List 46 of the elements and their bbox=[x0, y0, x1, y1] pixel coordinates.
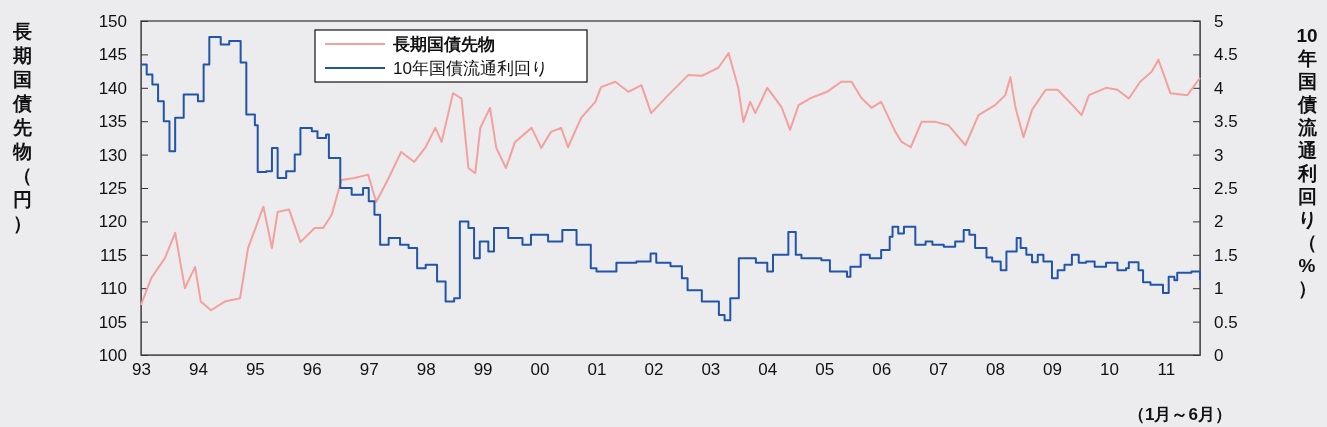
x-tick-label: 94 bbox=[188, 360, 208, 380]
y2-tick-label: 1.5 bbox=[1214, 245, 1238, 265]
text: 10年国債流通利回り（%） bbox=[1296, 25, 1318, 299]
x-tick-label: 96 bbox=[302, 360, 322, 380]
x-tick-label: 98 bbox=[416, 360, 436, 380]
y-tick-label: 135 bbox=[98, 112, 127, 132]
y-tick-label: 125 bbox=[98, 178, 127, 198]
y-tick-label: 110 bbox=[99, 279, 127, 299]
text: （1月～6月） bbox=[1128, 405, 1232, 424]
y-tick-label: 130 bbox=[98, 145, 127, 165]
x-tick-label: 10 bbox=[1099, 360, 1119, 380]
x-tick-label: 05 bbox=[815, 360, 835, 380]
text: 長期国債先物（円） bbox=[12, 21, 32, 234]
x-tick-label: 95 bbox=[245, 360, 265, 380]
x-tick-label: 04 bbox=[758, 360, 778, 380]
y2-tick-label: 0.5 bbox=[1214, 312, 1238, 332]
y2-tick-label: 3 bbox=[1214, 145, 1224, 165]
y2-tick-label: 1 bbox=[1214, 279, 1224, 299]
x-tick-label: 07 bbox=[929, 360, 949, 380]
y2-tick-label: 4 bbox=[1214, 78, 1224, 98]
y-tick-label: 140 bbox=[98, 78, 127, 98]
y2-tick-label: 0 bbox=[1214, 345, 1224, 365]
y-tick-label: 120 bbox=[98, 212, 127, 232]
y-tick-label: 150 bbox=[98, 11, 127, 31]
x-tick-label: 08 bbox=[986, 360, 1005, 380]
y-tick-label: 115 bbox=[99, 245, 127, 265]
x-tick-label: 11 bbox=[1157, 360, 1176, 380]
legend-label: 10年国債流通利回り bbox=[393, 59, 548, 78]
x-tick-label: 93 bbox=[132, 360, 151, 380]
y2-tick-label: 5 bbox=[1214, 11, 1224, 31]
y2-tick-label: 4.5 bbox=[1214, 45, 1238, 65]
y2-tick-label: 2.5 bbox=[1214, 178, 1238, 198]
y2-tick-label: 2 bbox=[1214, 212, 1224, 232]
x-tick-label: 99 bbox=[473, 360, 493, 380]
x-tick-label: 00 bbox=[530, 360, 550, 380]
x-tick-label: 97 bbox=[359, 360, 379, 380]
x-tick-label: 09 bbox=[1043, 360, 1062, 380]
y-tick-label: 145 bbox=[98, 45, 127, 65]
x-tick-label: 02 bbox=[644, 360, 664, 380]
y2-tick-label: 3.5 bbox=[1214, 112, 1238, 132]
legend-label: 長期国債先物 bbox=[392, 35, 495, 54]
x-tick-label: 03 bbox=[701, 360, 721, 380]
x-tick-label: 01 bbox=[587, 360, 607, 380]
y-tick-label: 100 bbox=[98, 345, 127, 365]
x-tick-label: 06 bbox=[872, 360, 892, 380]
y-tick-label: 105 bbox=[98, 312, 127, 332]
